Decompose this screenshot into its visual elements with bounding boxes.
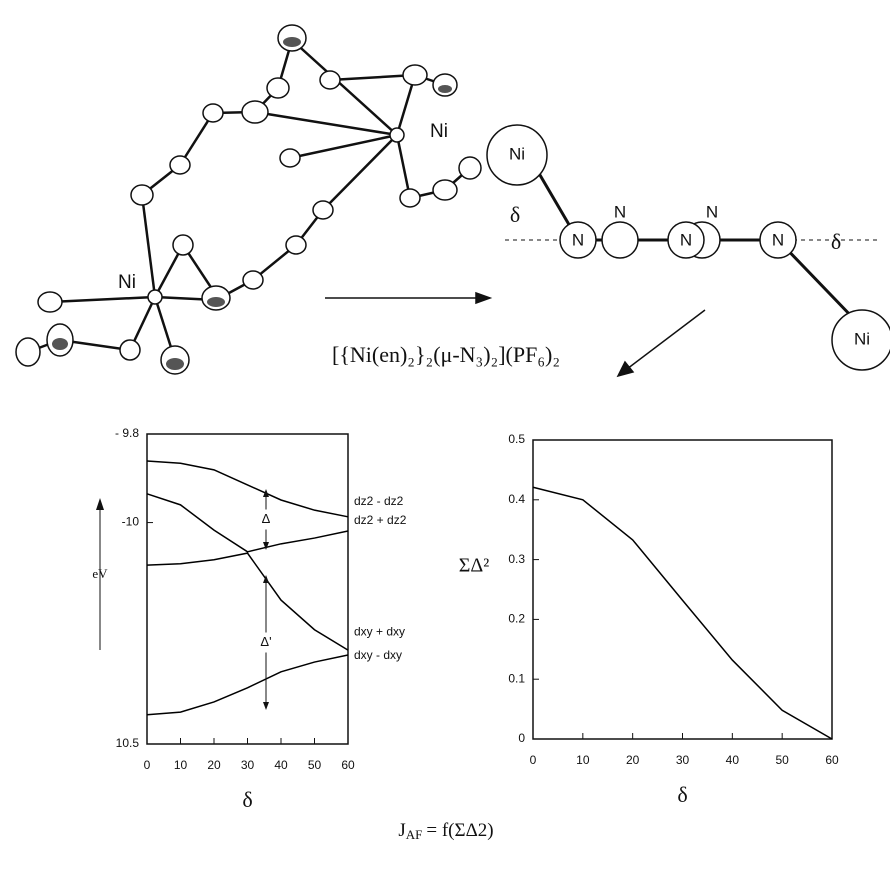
x-tick-label: 20	[207, 758, 221, 772]
line-series	[146, 552, 349, 651]
series-label: dz2 + dz2	[354, 513, 407, 527]
annotation-bg	[258, 509, 274, 530]
equation: JAF = f(ΣΔ2)	[398, 820, 493, 842]
x-axis-label: δ	[677, 782, 687, 807]
delta-label: δ	[510, 202, 520, 227]
series-label: dz2 - dz2	[354, 494, 404, 508]
x-tick-label: 50	[308, 758, 322, 772]
y-tick-label: 10.5	[116, 736, 140, 750]
x-axis-label: δ	[242, 787, 252, 812]
delta-label: δ	[831, 229, 841, 254]
x-tick-label: 40	[274, 758, 288, 772]
arrowhead	[263, 542, 269, 550]
n-label: N	[572, 230, 584, 249]
series-label: dxy - dxy	[354, 648, 402, 662]
x-tick-label: 60	[341, 758, 355, 772]
arrows	[325, 291, 706, 378]
x-tick-label: 0	[530, 753, 537, 767]
n-label: N	[614, 202, 626, 221]
arrowhead	[263, 702, 269, 710]
arrowhead	[263, 489, 269, 497]
series-label: dxy + dxy	[354, 624, 405, 638]
x-tick-label: 60	[825, 753, 839, 767]
x-tick-label: 40	[726, 753, 740, 767]
n-label: N	[680, 230, 692, 249]
annotation: Δ	[262, 511, 271, 526]
y-tick-label: -10	[122, 515, 140, 529]
axis-arrowhead	[96, 498, 104, 510]
ni-label: Ni	[509, 144, 525, 163]
x-tick-label: 50	[775, 753, 789, 767]
formula: [{Ni(en)₂}₂(μ-N₃)₂](PF₆)₂	[332, 342, 560, 367]
x-tick-label: 10	[576, 753, 590, 767]
ni-label: Ni	[854, 329, 870, 348]
x-tick-label: 30	[241, 758, 255, 772]
plot-frame	[532, 439, 833, 740]
y-tick-label: 0.4	[508, 492, 525, 506]
x-tick-label: 0	[144, 758, 151, 772]
equation-rhs: = f(ΣΔ2)	[426, 820, 493, 841]
y-tick-label: 0	[518, 731, 525, 745]
line-series	[532, 486, 833, 740]
line-series	[146, 493, 349, 553]
ni-label: Ni	[118, 272, 136, 293]
n-label: N	[706, 202, 718, 221]
y-tick-label: - 9.8	[115, 426, 139, 440]
x-tick-label: 20	[626, 753, 640, 767]
y-tick-label: 0.3	[508, 552, 525, 566]
y-tick-label: 0.5	[508, 432, 525, 446]
y-tick-label: 0.2	[508, 612, 525, 626]
plot-frame	[146, 433, 349, 745]
n-label: N	[772, 230, 784, 249]
ni-label: Ni	[430, 121, 448, 142]
x-tick-label: 10	[174, 758, 188, 772]
line-series	[146, 460, 349, 518]
line-series	[146, 654, 349, 716]
equation-sub: AF	[406, 827, 423, 842]
y-tick-label: 0.1	[508, 671, 525, 685]
arrowhead	[263, 575, 269, 583]
azide-scheme: Ni Ni N N N N N δ δ	[486, 124, 890, 371]
annotation-bg	[258, 632, 274, 653]
atoms	[15, 24, 482, 375]
x-tick-label: 30	[676, 753, 690, 767]
ortep-structure: Ni Ni	[15, 24, 482, 375]
equation-lhs: J	[398, 820, 405, 841]
annotation: Δ'	[260, 634, 271, 649]
y-axis-label: ΣΔ²	[459, 555, 490, 577]
